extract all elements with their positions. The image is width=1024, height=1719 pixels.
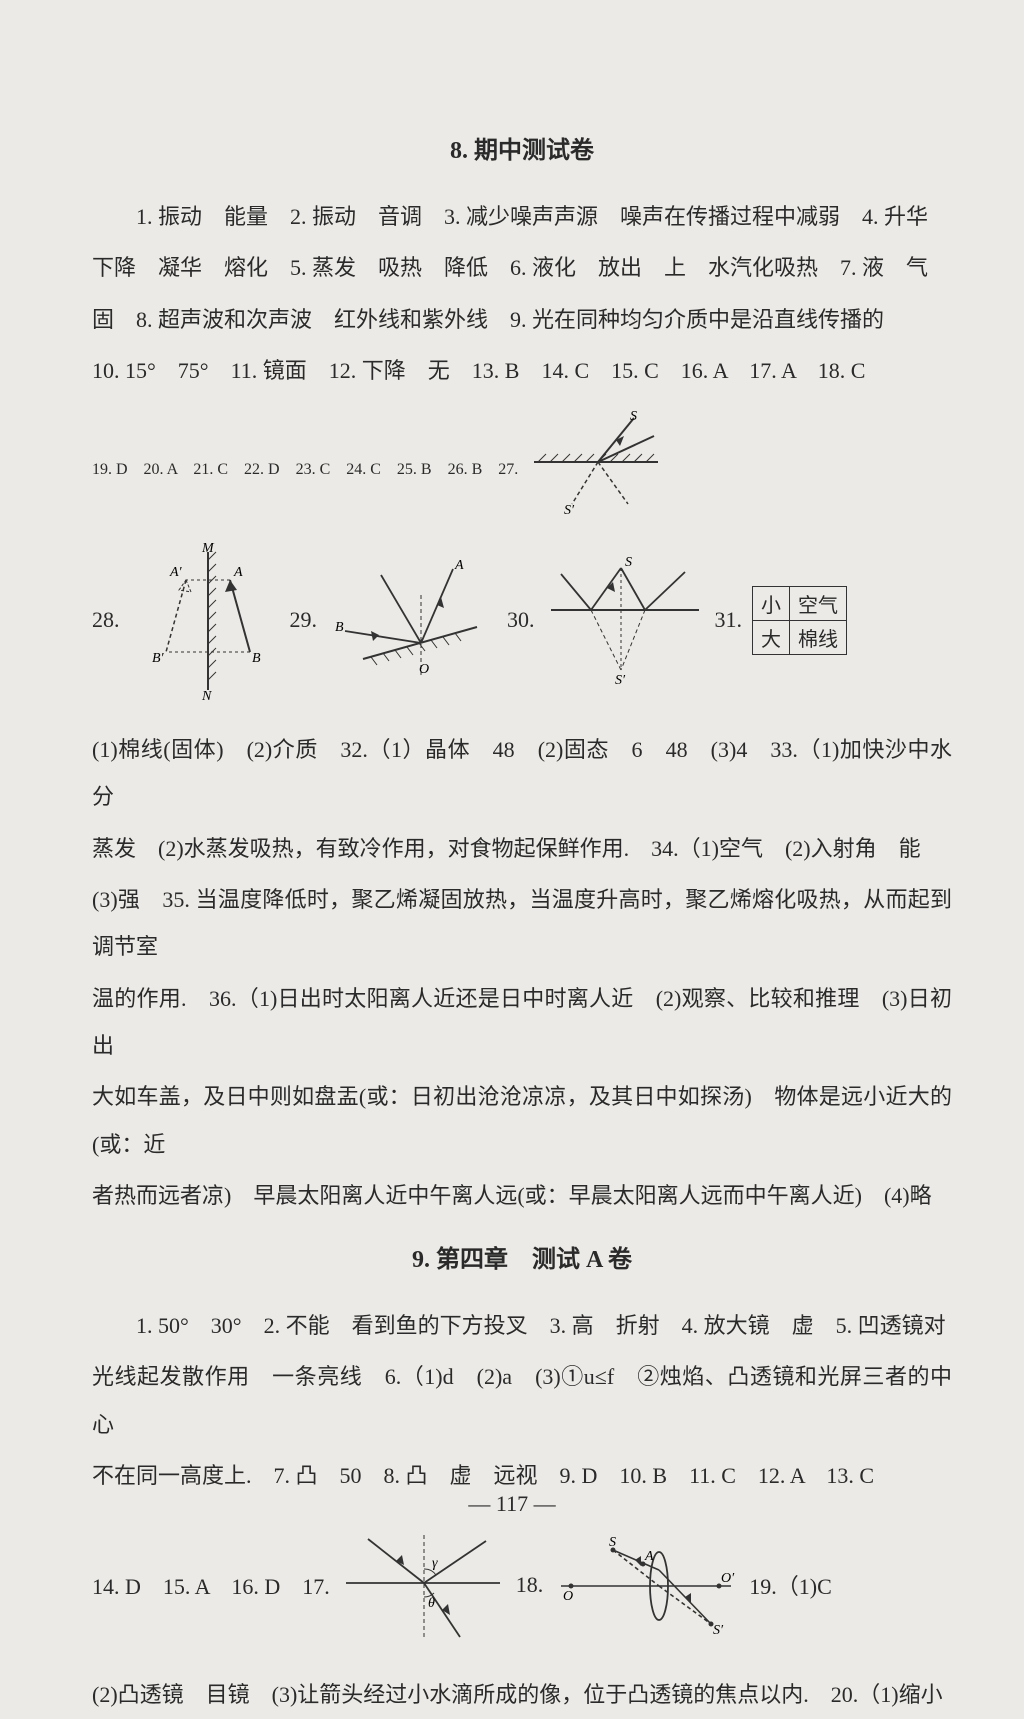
s9-row-mid: 18.	[516, 1572, 544, 1598]
s8-p10: 大如车盖，及日中则如盘盂(或：日初出沧沧凉凉，及其日中如探汤) 物体是远小近大的…	[92, 1073, 952, 1168]
diagram-18: S A O O′ S′	[551, 1530, 741, 1640]
s8-p6: (1)棉线(固体) (2)介质 32.（1）晶体 48 (2)固态 6 48 (…	[92, 726, 952, 821]
d28-M: M	[201, 541, 215, 556]
t31-r1c1: 小	[753, 586, 790, 620]
d28-Ap: A′	[169, 565, 183, 580]
d28-Bp: B′	[152, 651, 165, 666]
row-27: 19. D 20. A 21. C 22. D 23. C 24. C 25. …	[92, 412, 952, 522]
s8-p8: (3)强 35. 当温度降低时，聚乙烯凝固放热，当温度升高时，聚乙烯熔化吸热，从…	[92, 876, 952, 971]
s8-line1: 1. 振动 能量 2. 振动 音调 3. 减少噪声声源 噪声在传播过程中减弱 4…	[92, 193, 952, 240]
t31-r1c2: 空气	[790, 586, 847, 620]
s9-p2: 光线起发散作用 一条亮线 6.（1)d (2)a (3)①u≤f ②烛焰、凸透镜…	[92, 1353, 952, 1448]
s9-p1: 1. 50° 30° 2. 不能 看到鱼的下方投叉 3. 高 折射 4. 放大镜…	[92, 1302, 952, 1349]
table-31: 小 空气 大 棉线	[752, 586, 847, 655]
s9-p5: (2)凸透镜 目镜 (3)让箭头经过小水滴所成的像，位于凸透镜的焦点以内. 20…	[92, 1671, 952, 1718]
diagram-29: A B O	[327, 555, 497, 685]
diagram-30: S S′	[545, 550, 705, 690]
d28-B: B	[252, 651, 261, 666]
d17-gamma: γ	[432, 1556, 438, 1571]
page-number: — 117 —	[0, 1491, 1024, 1517]
s8-p7: 蒸发 (2)水蒸发吸热，有致冷作用，对食物起保鲜作用. 34.（1)空气 (2)…	[92, 825, 952, 872]
d18-S: S	[609, 1535, 616, 1550]
s9-row-right: 19.（1)C	[749, 1569, 832, 1601]
section-8-title: 8. 期中测试卷	[92, 130, 952, 165]
s8-line2: 下降 凝华 熔化 5. 蒸发 吸热 降低 6. 液化 放出 上 水汽化吸热 7.…	[92, 244, 952, 291]
diagram-28: M N A A′ B B′	[130, 540, 280, 700]
label-28: 28.	[92, 607, 120, 633]
s8-line5-left: 19. D 20. A 21. C 22. D 23. C 24. C 25. …	[92, 455, 518, 479]
d27-Sp: S′	[564, 503, 575, 518]
section-9-title: 9. 第四章 测试 A 卷	[92, 1239, 952, 1274]
d18-O: O	[563, 1589, 573, 1604]
s8-p9: 温的作用. 36.（1)日出时太阳离人近还是日中时离人近 (2)观察、比较和推理…	[92, 975, 952, 1070]
label-30: 30.	[507, 607, 535, 633]
s8-line4: 10. 15° 75° 11. 镜面 12. 下降 无 13. B 14. C …	[92, 347, 952, 394]
diagram-17: γ θ	[338, 1525, 508, 1645]
d29-A: A	[454, 558, 464, 573]
row-28-31: 28. M N A A′ B	[92, 540, 952, 700]
d17-theta: θ	[428, 1596, 435, 1611]
t31-r2c1: 大	[753, 620, 790, 654]
s9-row-left: 14. D 15. A 16. D 17.	[92, 1569, 330, 1601]
label-29: 29.	[290, 607, 318, 633]
d18-A: A	[644, 1549, 654, 1564]
label-31: 31.	[715, 607, 743, 633]
d30-S: S	[625, 555, 632, 570]
d28-A: A	[233, 565, 243, 580]
diagram-27: S S′	[526, 412, 666, 522]
t31-r2c2: 棉线	[790, 620, 847, 654]
d29-O: O	[419, 662, 429, 677]
s8-line3: 固 8. 超声波和次声波 红外线和紫外线 9. 光在同种均匀介质中是沿直线传播的	[92, 296, 952, 343]
d27-S: S	[630, 409, 637, 424]
d30-Sp: S′	[615, 673, 626, 688]
row-17-18: 14. D 15. A 16. D 17. γ θ 18.	[92, 1525, 952, 1645]
s8-p11: 者热而远者凉) 早晨太阳离人近中午离人远(或：早晨太阳离人远而中午离人近) (4…	[92, 1172, 952, 1219]
d29-B: B	[335, 620, 344, 635]
d28-N: N	[201, 689, 212, 704]
d18-Op: O′	[721, 1571, 735, 1586]
d18-Sp: S′	[713, 1623, 724, 1638]
